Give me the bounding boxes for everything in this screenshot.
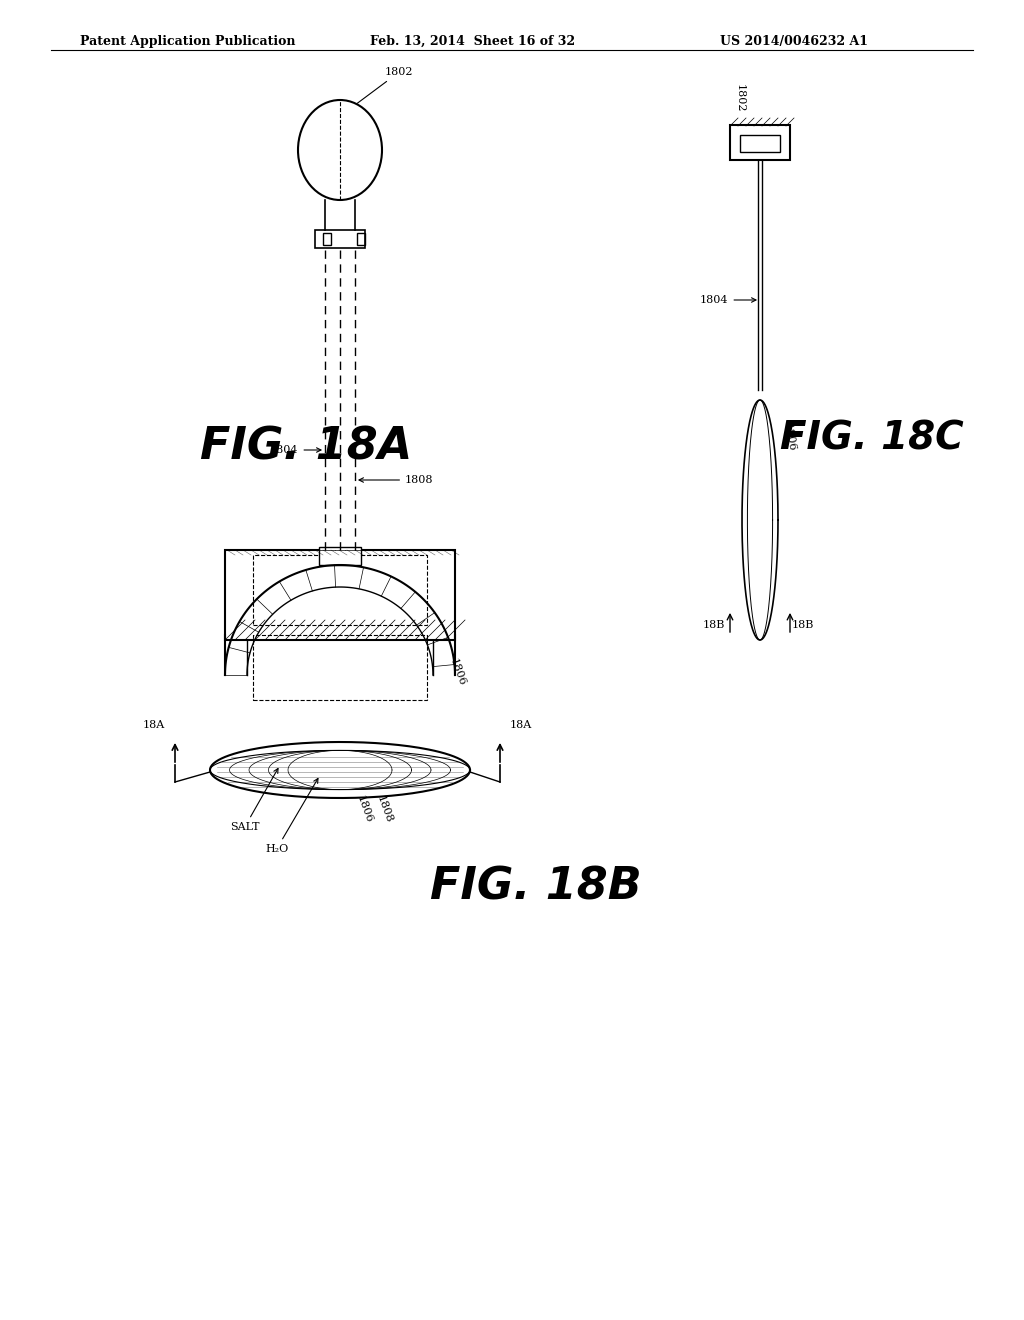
Bar [730,125,790,160]
Bar [740,135,780,152]
Text: 1806: 1806 [449,657,467,686]
Text: FIG. 18B: FIG. 18B [430,866,642,909]
Text: FIG. 18C: FIG. 18C [780,420,964,458]
Text: 1808: 1808 [359,475,433,484]
Text: 18B: 18B [792,620,814,630]
Text: 18A: 18A [510,719,532,730]
Text: 1804: 1804 [270,445,321,455]
Text: 1804: 1804 [700,294,756,305]
Text: Patent Application Publication: Patent Application Publication [80,36,296,48]
Bar [253,635,427,700]
Text: 1806: 1806 [782,422,797,451]
Text: 18A: 18A [142,719,165,730]
Bar [357,234,365,246]
Text: 1802: 1802 [357,67,414,103]
Text: 1808: 1808 [375,793,394,824]
Text: FIG. 18A: FIG. 18A [200,426,413,469]
Text: 18B: 18B [702,620,725,630]
Bar [253,554,427,624]
Text: SALT: SALT [230,768,278,832]
Text: US 2014/0046232 A1: US 2014/0046232 A1 [720,36,868,48]
Bar [323,234,331,246]
Text: H₂O: H₂O [265,779,318,854]
Bar [225,550,455,640]
Bar [319,546,361,565]
Text: 1802: 1802 [735,83,745,112]
Text: 1806: 1806 [355,793,374,824]
Text: Feb. 13, 2014  Sheet 16 of 32: Feb. 13, 2014 Sheet 16 of 32 [370,36,575,48]
Bar [315,230,365,248]
